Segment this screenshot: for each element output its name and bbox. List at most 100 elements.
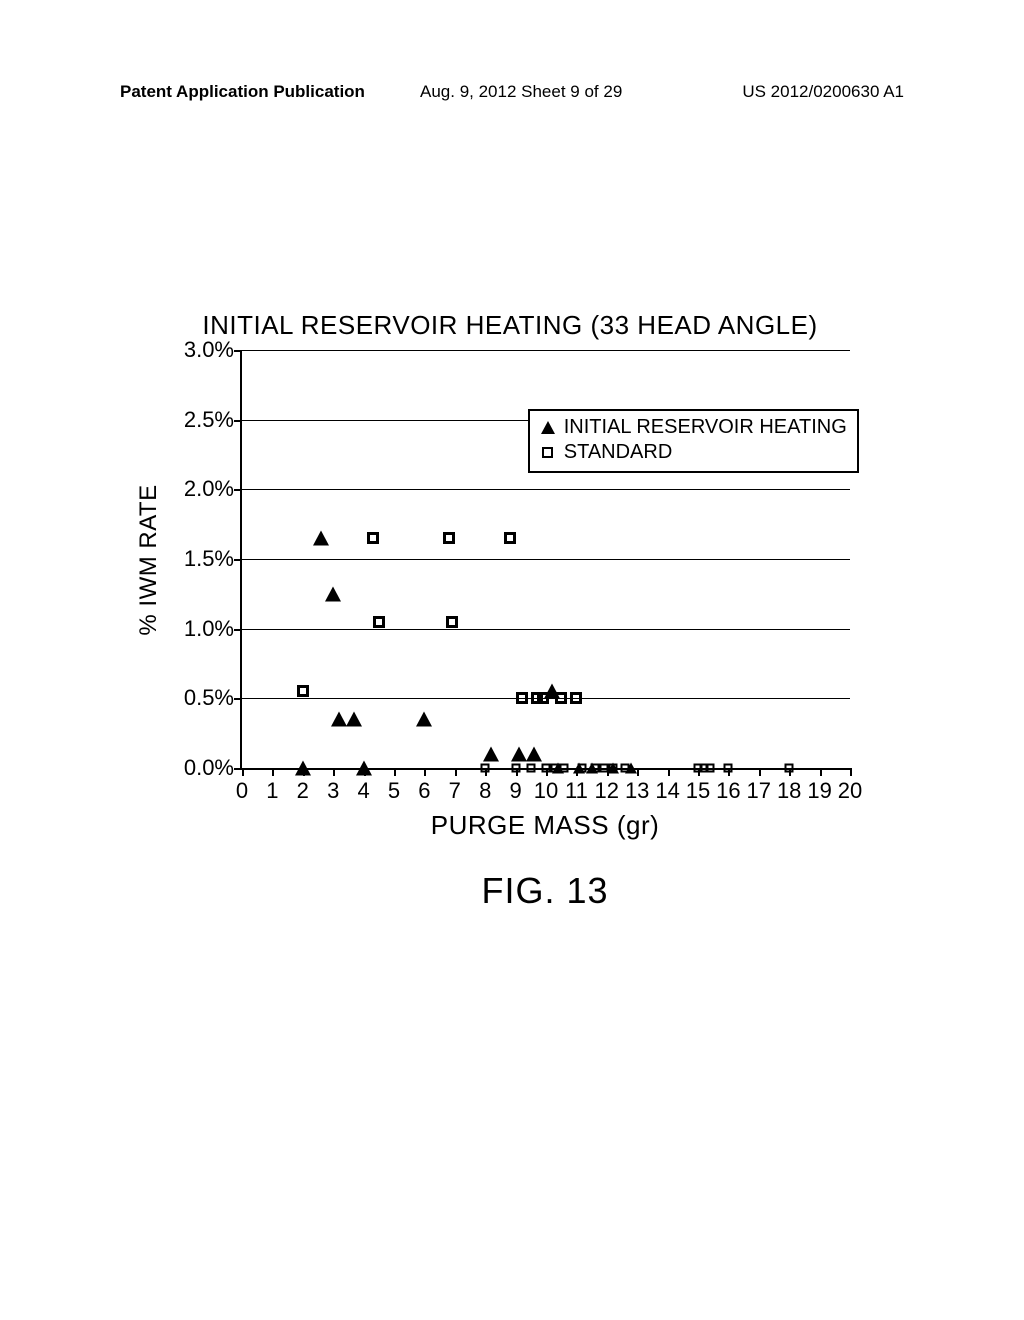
square-marker	[443, 532, 455, 544]
x-tick-label: 5	[388, 778, 400, 804]
triangle-marker	[483, 747, 499, 762]
triangle-marker	[313, 531, 329, 546]
x-tick-label: 16	[716, 778, 740, 804]
square-marker	[555, 692, 567, 704]
x-tick-label: 18	[777, 778, 801, 804]
x-tick-label: 1	[266, 778, 278, 804]
triangle-marker	[295, 761, 311, 776]
gridline	[242, 559, 850, 560]
triangle-icon	[538, 421, 558, 434]
square-marker	[570, 692, 582, 704]
square-marker	[504, 532, 516, 544]
x-tick-label: 19	[807, 778, 831, 804]
square-marker	[446, 616, 458, 628]
legend-label: STANDARD	[564, 440, 673, 465]
x-tick	[272, 768, 274, 776]
square-marker	[367, 532, 379, 544]
x-tick	[455, 768, 457, 776]
legend-item: STANDARD	[538, 440, 847, 465]
gridline	[242, 629, 850, 630]
square-marker	[590, 764, 599, 773]
x-tick-label: 7	[449, 778, 461, 804]
square-marker	[599, 764, 608, 773]
y-tick	[234, 420, 242, 422]
header-center: Aug. 9, 2012 Sheet 9 of 29	[420, 82, 622, 102]
y-tick	[234, 768, 242, 770]
gridline	[242, 489, 850, 490]
plot-area: 0.0%0.5%1.0%1.5%2.0%2.5%3.0%012345678910…	[240, 350, 850, 770]
x-tick-label: 2	[297, 778, 309, 804]
square-icon	[538, 447, 558, 458]
y-tick-label: 2.0%	[184, 476, 234, 502]
square-marker	[578, 764, 587, 773]
x-axis-label: PURGE MASS (gr)	[240, 810, 850, 841]
x-tick	[242, 768, 244, 776]
y-axis-label: % IWM RATE	[135, 350, 163, 770]
square-marker	[297, 685, 309, 697]
page-header: Patent Application Publication Aug. 9, 2…	[0, 82, 1024, 112]
x-tick-label: 11	[565, 778, 588, 804]
x-tick	[333, 768, 335, 776]
x-tick	[637, 768, 639, 776]
y-tick-label: 1.5%	[184, 546, 234, 572]
legend: INITIAL RESERVOIR HEATINGSTANDARD	[528, 409, 859, 473]
chart-title: INITIAL RESERVOIR HEATING (33 HEAD ANGLE…	[135, 310, 885, 341]
x-tick-label: 14	[655, 778, 679, 804]
triangle-marker	[526, 747, 542, 762]
header-left: Patent Application Publication	[120, 82, 365, 102]
x-tick-label: 20	[838, 778, 862, 804]
x-tick-label: 0	[236, 778, 248, 804]
triangle-marker	[331, 712, 347, 727]
triangle-marker	[356, 761, 372, 776]
y-tick	[234, 559, 242, 561]
x-tick-label: 12	[595, 778, 619, 804]
header-right: US 2012/0200630 A1	[742, 82, 904, 102]
square-marker	[706, 764, 715, 773]
figure: INITIAL RESERVOIR HEATING (33 HEAD ANGLE…	[135, 310, 885, 960]
square-marker	[542, 764, 551, 773]
square-marker	[551, 764, 560, 773]
y-tick-label: 0.5%	[184, 685, 234, 711]
triangle-marker	[416, 712, 432, 727]
y-tick	[234, 629, 242, 631]
x-tick-label: 9	[509, 778, 521, 804]
square-marker	[537, 692, 549, 704]
square-marker	[608, 764, 617, 773]
x-tick	[394, 768, 396, 776]
x-tick	[820, 768, 822, 776]
y-tick	[234, 350, 242, 352]
y-tick	[234, 698, 242, 700]
y-tick-label: 3.0%	[184, 337, 234, 363]
square-marker	[511, 764, 520, 773]
y-tick	[234, 489, 242, 491]
square-marker	[373, 616, 385, 628]
y-tick-label: 0.0%	[184, 755, 234, 781]
x-tick-label: 10	[534, 778, 558, 804]
square-marker	[621, 764, 630, 773]
y-tick-label: 2.5%	[184, 407, 234, 433]
x-tick-label: 13	[625, 778, 649, 804]
triangle-marker	[511, 747, 527, 762]
x-tick	[668, 768, 670, 776]
x-tick-label: 17	[747, 778, 771, 804]
page: Patent Application Publication Aug. 9, 2…	[0, 0, 1024, 1320]
square-marker	[526, 764, 535, 773]
x-tick	[850, 768, 852, 776]
square-marker	[516, 692, 528, 704]
x-tick-label: 6	[418, 778, 430, 804]
plot-box: 0.0%0.5%1.0%1.5%2.0%2.5%3.0%012345678910…	[240, 350, 850, 770]
legend-label: INITIAL RESERVOIR HEATING	[564, 415, 847, 440]
x-tick	[759, 768, 761, 776]
figure-number: FIG. 13	[240, 870, 850, 912]
y-tick-label: 1.0%	[184, 616, 234, 642]
square-marker	[724, 764, 733, 773]
square-marker	[785, 764, 794, 773]
x-tick-label: 15	[686, 778, 710, 804]
x-tick-label: 8	[479, 778, 491, 804]
square-marker	[481, 764, 490, 773]
gridline	[242, 350, 850, 351]
x-tick	[424, 768, 426, 776]
square-marker	[560, 764, 569, 773]
triangle-marker	[346, 712, 362, 727]
x-tick-label: 4	[357, 778, 369, 804]
